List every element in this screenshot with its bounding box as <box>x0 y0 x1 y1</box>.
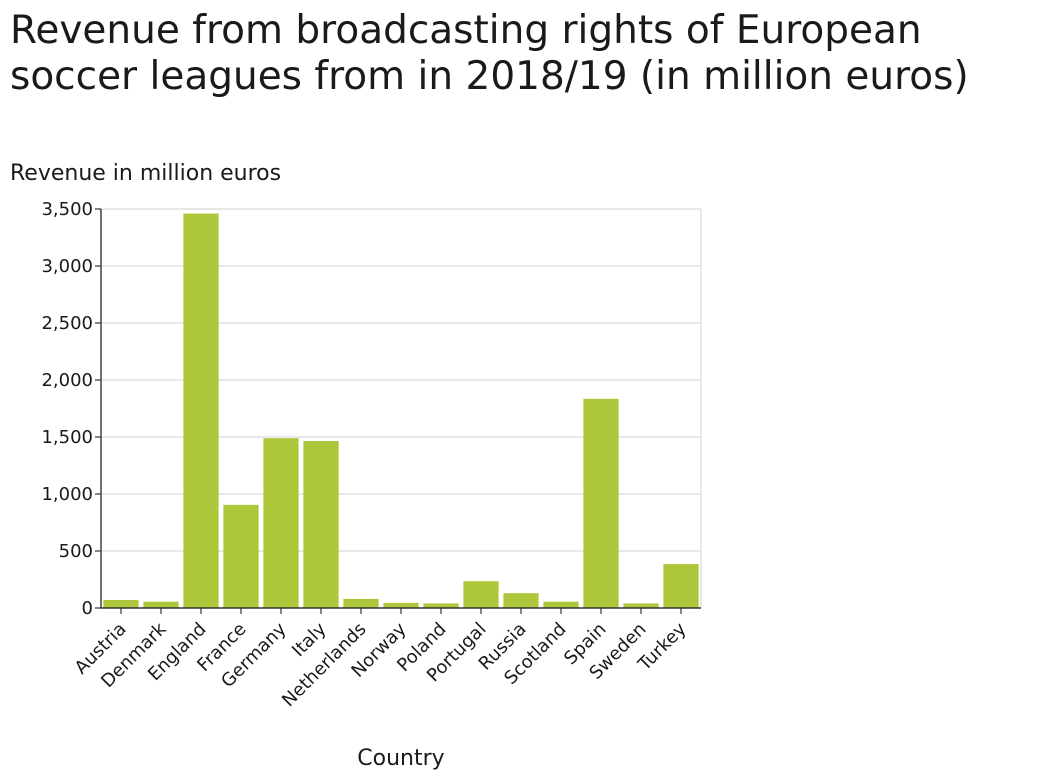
y-tick-labels: 0 500 1,000 1,500 2,000 2,500 3,000 3,500 <box>41 199 93 619</box>
bar <box>223 504 259 608</box>
bar <box>263 438 299 608</box>
chart-title: Revenue from broadcasting rights of Euro… <box>10 8 969 99</box>
y-tick-label: 1,000 <box>41 484 93 505</box>
bars <box>103 213 699 608</box>
bar <box>583 398 619 608</box>
y-axis-title: Revenue in million euros <box>10 161 281 186</box>
bar <box>383 602 419 608</box>
bar <box>143 601 179 608</box>
x-axis-title: Country <box>357 746 444 771</box>
bar <box>663 564 699 608</box>
bar <box>543 601 579 608</box>
axes <box>95 208 701 614</box>
y-tick-label: 1,500 <box>41 427 93 448</box>
y-tick-label: 3,000 <box>41 256 93 277</box>
y-tick-label: 0 <box>82 598 93 619</box>
bar <box>303 440 339 608</box>
bar <box>343 598 379 608</box>
bar <box>503 593 539 608</box>
bar <box>463 581 499 608</box>
y-tick-label: 2,500 <box>41 313 93 334</box>
x-tick-labels: AustriaDenmarkEnglandFranceGermanyItalyN… <box>71 618 691 711</box>
bar <box>423 603 459 608</box>
y-tick-label: 3,500 <box>41 199 93 220</box>
bar <box>183 213 219 608</box>
y-tick-label: 2,000 <box>41 370 93 391</box>
bar <box>623 603 659 608</box>
bar <box>103 600 139 608</box>
y-tick-label: 500 <box>59 541 93 562</box>
